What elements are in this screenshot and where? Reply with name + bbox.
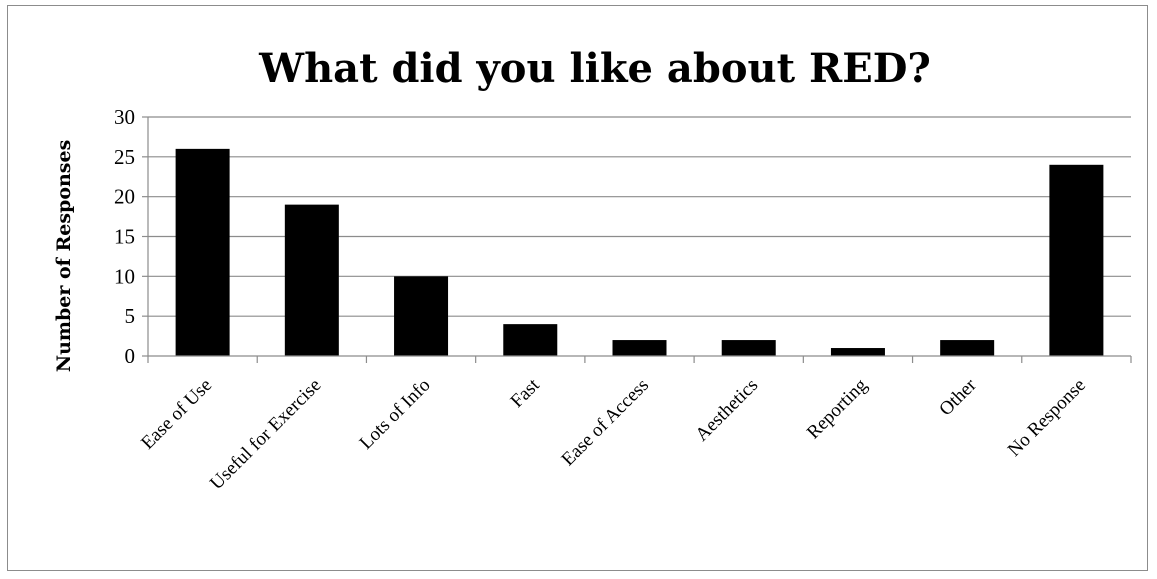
y-tick-label: 15	[114, 225, 135, 249]
y-axis-label: Number of Responses	[53, 140, 75, 373]
bar	[394, 276, 449, 356]
x-tick-label: No Response	[1004, 375, 1090, 461]
bars	[175, 148, 1104, 356]
y-tick-label: 0	[125, 344, 136, 368]
bar	[721, 340, 776, 356]
y-tick-label: 20	[114, 185, 135, 209]
bar	[1049, 164, 1104, 356]
bar	[284, 204, 339, 356]
y-tick-label: 25	[114, 145, 135, 169]
bar	[503, 324, 558, 356]
x-tick-label: Lots of Info	[356, 375, 435, 454]
bar	[940, 340, 995, 356]
bar	[612, 340, 667, 356]
x-tick-label: Aesthetics	[691, 375, 762, 446]
x-tick-label: Reporting	[803, 374, 872, 443]
bar	[830, 348, 885, 356]
y-tick-label: 10	[114, 264, 135, 288]
y-tick-labels: 0 5 10 15 20 25 30	[114, 105, 135, 368]
y-tick-label: 30	[114, 105, 135, 129]
y-tick-label: 5	[125, 304, 136, 328]
chart-title: What did you like about RED?	[258, 45, 931, 92]
x-tick-label: Ease of Access	[558, 375, 653, 470]
axes	[142, 116, 1132, 363]
x-tick-label: Useful for Exercise	[206, 375, 325, 494]
x-tick-label: Fast	[507, 374, 545, 412]
x-tick-label: Other	[935, 374, 981, 420]
x-tick-label: Ease of Use	[137, 375, 216, 454]
bar	[175, 148, 230, 356]
